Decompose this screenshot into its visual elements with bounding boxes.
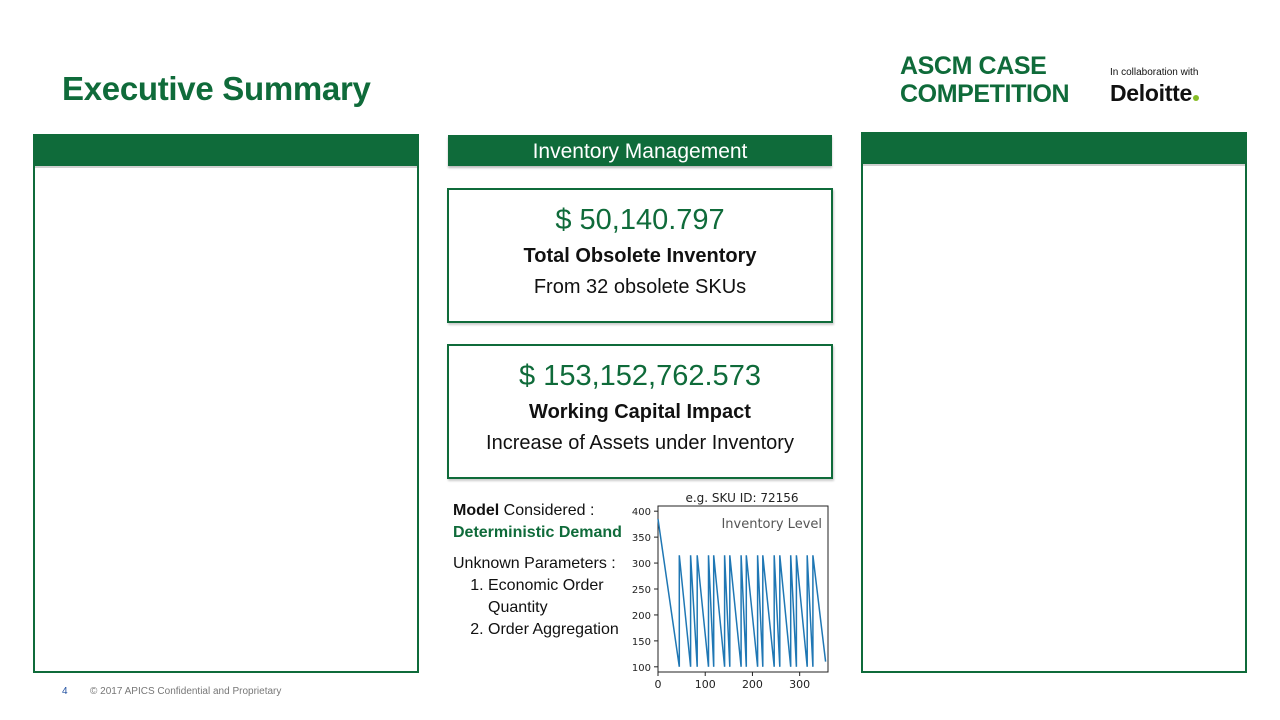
chart-axes: 0 100 200 300 100 150 200 250 300 350 400 — [632, 505, 829, 691]
right-panel-header — [863, 134, 1245, 164]
y-tick-label: 350 — [632, 533, 651, 544]
page-title: Executive Summary — [62, 70, 371, 107]
unknown-parameters-title: Unknown Parameters : — [453, 555, 616, 572]
model-value: Deterministic Demand — [453, 524, 622, 541]
deloitte-wordmark: Deloitte — [1110, 80, 1192, 106]
logo-line-1: ASCM CASE — [900, 52, 1047, 80]
model-description: Model Considered : Deterministic Demand … — [453, 500, 638, 641]
inventory-management-header: Inventory Management — [448, 135, 832, 166]
left-panel-header — [35, 136, 417, 166]
model-label: Model Considered : — [453, 500, 638, 522]
right-panel-divider — [863, 164, 1245, 166]
x-tick-label: 300 — [789, 678, 810, 691]
inventory-level-series — [657, 518, 827, 667]
right-panel — [861, 132, 1247, 673]
model-label-bold: Model — [453, 502, 500, 519]
y-tick-label: 300 — [632, 559, 651, 570]
list-item: Economic Order Quantity — [488, 575, 638, 619]
chart-title: e.g. SKU ID: 72156 — [685, 491, 798, 505]
logo-line-2: COMPETITION — [900, 80, 1070, 108]
model-label-rest: Considered : — [499, 502, 595, 519]
obsolete-inventory-card: $ 50,140.797 Total Obsolete Inventory Fr… — [447, 188, 833, 323]
collaboration-text: In collaboration with — [1110, 67, 1199, 78]
x-tick-label: 100 — [695, 678, 716, 691]
footer-copyright: © 2017 APICS Confidential and Proprietar… — [90, 686, 282, 697]
card-label: Total Obsolete Inventory — [523, 245, 757, 267]
card-subtext: Increase of Assets under Inventory — [486, 432, 794, 454]
working-capital-card: $ 153,152,762.573 Working Capital Impact… — [447, 344, 833, 479]
left-panel — [33, 134, 419, 673]
y-tick-label: 100 — [632, 663, 651, 674]
y-tick-label: 200 — [632, 611, 651, 622]
list-item: Order Aggregation — [488, 619, 638, 641]
x-tick-label: 200 — [742, 678, 763, 691]
card-label: Working Capital Impact — [529, 401, 751, 423]
inventory-level-chart: e.g. SKU ID: 72156 0 100 200 300 100 150 200 25… — [632, 491, 829, 691]
card-value: $ 153,152,762.573 — [519, 360, 761, 392]
ascm-logo: ASCM CASE COMPETITION — [900, 52, 1070, 108]
deloitte-logo: Deloitte — [1110, 80, 1199, 107]
y-tick-label: 400 — [632, 507, 651, 518]
chart-legend: Inventory Level — [721, 517, 822, 532]
y-tick-label: 150 — [632, 637, 651, 648]
deloitte-dot-icon — [1192, 95, 1199, 101]
card-value: $ 50,140.797 — [555, 204, 725, 236]
unknown-parameters-list: Economic Order Quantity Order Aggregatio… — [453, 575, 638, 641]
x-tick-label: 0 — [655, 678, 662, 691]
left-panel-divider — [35, 166, 417, 168]
page-number: 4 — [62, 686, 68, 697]
card-subtext: From 32 obsolete SKUs — [533, 276, 747, 298]
y-tick-label: 250 — [632, 585, 651, 596]
